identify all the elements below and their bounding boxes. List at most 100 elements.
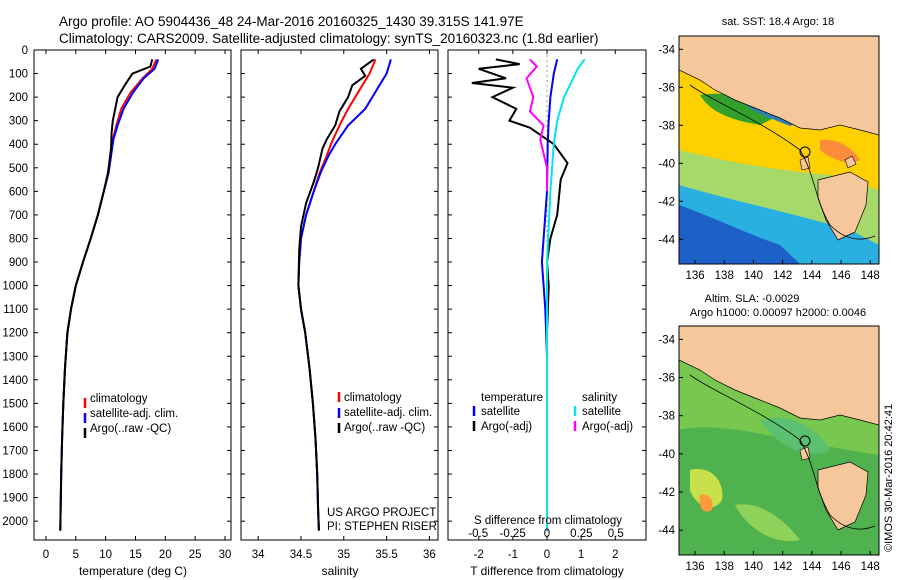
y-tick-label: 800	[9, 233, 28, 245]
y-tick-label: 1300	[2, 351, 28, 363]
series-line-d-1	[471, 58, 569, 531]
difference-axis-label-s: S difference from climatology	[474, 515, 622, 527]
map-lat-tick: -38	[658, 120, 675, 132]
x-tick-label: 30	[219, 549, 232, 561]
sla-map: Altim. SLA: -0.0029 Argo h1000: 0.00097 …	[658, 293, 879, 573]
s-diff-tick-label: 0.5	[608, 528, 624, 540]
map-lon-tick: 138	[715, 561, 734, 573]
sla-map-title-2: Argo h1000: 0.00097 h2000: 0.0046	[690, 307, 866, 319]
y-tick-label: 1700	[2, 445, 28, 457]
x-tick-label: 0	[43, 549, 49, 561]
y-tick-label: 1100	[3, 304, 28, 316]
series-line-d-3	[525, 58, 548, 192]
series-line-t-1	[59, 59, 160, 531]
map-lat-tick: -34	[658, 334, 675, 346]
s-diff-tick-label: 0	[544, 528, 550, 540]
y-tick-label: 500	[9, 163, 28, 175]
x-tick-label: 36	[423, 549, 436, 561]
y-tick-label: 1800	[2, 469, 28, 481]
y-tick-label: 1400	[2, 375, 28, 387]
map-lon-tick: 148	[861, 561, 880, 573]
y-tick-label: 2000	[2, 516, 28, 528]
figure-title-line2: Climatology: CARS2009. Satellite-adjuste…	[59, 31, 599, 46]
temperature-legend-argo: Argo(..raw -QC)	[90, 423, 171, 435]
s-diff-tick-label: -0.5	[468, 528, 488, 540]
temperature-panel: 0100200300400500600700800900100011001200…	[2, 45, 232, 578]
x-tick-label: 35.5	[375, 549, 397, 561]
map-lat-tick: -40	[658, 158, 675, 170]
credit-line1: US ARGO PROJECT	[327, 507, 436, 519]
y-tick-label: 1900	[2, 493, 28, 505]
sst-map-title: sat. SST: 18.4 Argo: 18	[722, 16, 835, 28]
map-lon-tick: 136	[685, 270, 704, 282]
series-line-s-2	[297, 58, 375, 531]
series-line-s-0	[297, 59, 377, 531]
map-lat-tick: -36	[658, 373, 675, 385]
y-tick-label: 1500	[2, 398, 28, 410]
y-tick-label: 0	[22, 45, 28, 57]
difference-legend-sal-argo: Argo(-adj)	[582, 421, 633, 433]
y-tick-label: 900	[9, 257, 28, 269]
x-tick-label: -2	[474, 549, 484, 561]
map-lon-tick: 148	[861, 270, 880, 282]
map-lon-tick: 144	[802, 561, 822, 573]
sst-map: sat. SST: 18.4 Argo: 18 136 138 140 142 144 1…	[658, 16, 879, 282]
map-lat-tick: -40	[658, 449, 675, 461]
temperature-axis-label: temperature (deg C)	[79, 564, 187, 578]
x-tick-label: 1	[578, 549, 584, 561]
series-line-s-1	[297, 59, 392, 531]
series-line-d-2	[546, 58, 586, 531]
s-diff-tick-label: -0.25	[500, 528, 526, 540]
y-tick-label: 300	[9, 116, 28, 128]
temperature-legend: climatology satellite-adj. clim. Argo(..…	[83, 393, 178, 438]
map-lat-tick: -44	[658, 525, 675, 537]
x-tick-label: -1	[508, 549, 518, 561]
x-tick-label: 5	[73, 549, 79, 561]
x-tick-label: 0	[544, 549, 550, 561]
map-lat-tick: -34	[658, 44, 675, 56]
map-lon-tick: 146	[831, 561, 850, 573]
figure-title-line1: Argo profile: AO 5904436_48 24-Mar-2016 …	[59, 14, 524, 29]
map-lat-tick: -44	[658, 234, 675, 246]
map-lon-tick: 146	[831, 270, 850, 282]
series-line-t-2	[59, 59, 154, 531]
map-lon-tick: 138	[715, 270, 734, 282]
map-lon-tick: 140	[744, 561, 763, 573]
y-tick-label: 1600	[2, 422, 28, 434]
salinity-axis-label: salinity	[322, 564, 359, 578]
difference-legend-temp-satellite: satellite	[481, 406, 520, 418]
y-tick-label: 400	[9, 139, 28, 151]
watermark: ©IMOS 30-Mar-2016 20:42:41	[883, 404, 895, 552]
map-lon-tick: 136	[685, 561, 704, 573]
x-tick-label: 20	[159, 549, 172, 561]
map-lat-tick: -38	[658, 411, 675, 423]
y-tick-label: 200	[9, 92, 28, 104]
sst-map-argo-marker	[799, 146, 811, 158]
temperature-panel-frame	[33, 49, 232, 541]
map-lon-tick: 142	[773, 561, 792, 573]
x-tick-label: 34.5	[290, 549, 312, 561]
map-lon-tick: 144	[802, 270, 822, 282]
x-tick-label: 25	[189, 549, 202, 561]
difference-legend-temp-argo: Argo(-adj)	[481, 421, 532, 433]
y-tick-label: 700	[9, 210, 28, 222]
map-lat-tick: -36	[658, 82, 675, 94]
map-lon-tick: 142	[773, 270, 792, 282]
y-tick-label: 1000	[2, 281, 28, 293]
x-tick-label: 2	[612, 549, 618, 561]
sla-map-title-1: Altim. SLA: -0.0029	[705, 293, 800, 305]
sla-map-argo-marker	[799, 435, 811, 447]
salinity-legend-climatology: climatology	[344, 392, 402, 404]
x-tick-label: 10	[99, 549, 112, 561]
y-tick-label: 100	[9, 69, 28, 81]
difference-panel: -2 -1 0 1 2 -0.5 -0.25 0 0.25 0.5 T difference f…	[447, 49, 647, 578]
salinity-panel-frame	[240, 49, 439, 541]
temperature-legend-climatology: climatology	[90, 393, 148, 405]
salinity-legend-satellite: satellite-adj. clim.	[344, 407, 432, 419]
difference-legend-sal-satellite: satellite	[582, 406, 621, 418]
y-tick-label: 1200	[2, 328, 28, 340]
x-tick-label: 15	[129, 549, 142, 561]
temperature-legend-satellite: satellite-adj. clim.	[90, 408, 178, 420]
difference-legend-sal-title: salinity	[582, 392, 617, 404]
credit-line2: PI: STEPHEN RISER	[327, 521, 437, 533]
